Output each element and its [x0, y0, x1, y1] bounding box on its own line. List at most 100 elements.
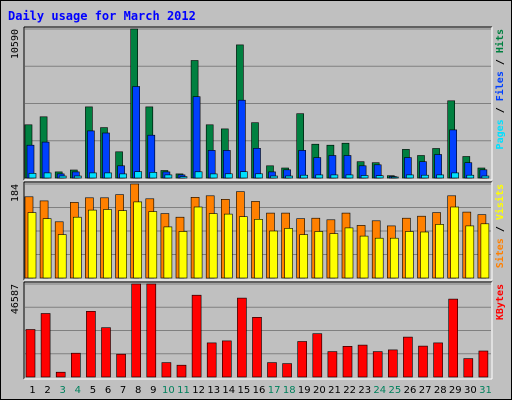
- legend-part: Visits: [494, 184, 506, 220]
- bar-kbytes-21: [327, 351, 338, 378]
- x-tick-label: 27: [419, 385, 432, 396]
- x-tick-label: 5: [90, 385, 96, 396]
- bar-kbytes-26: [403, 336, 413, 378]
- x-tick-label: 21: [328, 385, 341, 396]
- x-tick-label: 16: [253, 385, 266, 396]
- bar-sites-30: [465, 225, 475, 279]
- x-tick-label: 20: [313, 385, 326, 396]
- bar-sites-7: [118, 210, 127, 279]
- bar-pages-6: [104, 172, 112, 179]
- bar-pages-29: [451, 172, 460, 179]
- bar-sites-24: [374, 237, 384, 279]
- bar-pages-5: [89, 172, 97, 179]
- chart-title: Daily usage for March 2012: [8, 9, 196, 23]
- bar-kbytes-19: [297, 341, 308, 378]
- x-tick-label: 8: [135, 385, 141, 396]
- bar-pages-17: [270, 175, 278, 179]
- x-tick-label: 25: [389, 385, 402, 396]
- bar-sites-8: [133, 201, 142, 279]
- bar-pages-10: [164, 174, 173, 179]
- bar-pages-15: [240, 171, 248, 179]
- bar-pages-23: [360, 175, 369, 179]
- bar-pages-3: [58, 175, 67, 179]
- bar-pages-27: [421, 174, 429, 179]
- x-tick-label: 29: [449, 385, 462, 396]
- bar-sites-10: [163, 226, 173, 279]
- bar-kbytes-10: [161, 362, 172, 378]
- bar-pages-20: [315, 174, 324, 179]
- bar-kbytes-23: [357, 344, 368, 378]
- bar-sites-11: [178, 231, 188, 279]
- bar-sites-29: [450, 206, 460, 279]
- bar-pages-8: [134, 171, 142, 179]
- bar-pages-25: [390, 176, 399, 179]
- bar-kbytes-17: [267, 362, 277, 378]
- bar-pages-26: [406, 174, 414, 179]
- x-tick-label: 18: [283, 385, 296, 396]
- bar-pages-1: [28, 173, 37, 179]
- bar-sites-12: [193, 206, 203, 279]
- bar-kbytes-20: [312, 333, 323, 378]
- axis-max-label: 46587: [10, 284, 21, 314]
- bar-kbytes-13: [206, 342, 217, 378]
- bar-pages-12: [194, 171, 203, 179]
- bar-pages-7: [119, 173, 127, 179]
- bar-files-28: [434, 154, 442, 179]
- bar-sites-15: [239, 216, 248, 279]
- legend-part: /: [495, 220, 506, 238]
- bar-pages-31: [481, 175, 490, 179]
- bar-kbytes-2: [40, 313, 51, 378]
- x-tick-label: 4: [75, 385, 81, 396]
- bar-kbytes-1: [25, 329, 36, 378]
- x-tick-label: 26: [404, 385, 417, 396]
- bar-kbytes-12: [191, 294, 202, 378]
- bar-kbytes-6: [101, 327, 111, 378]
- bar-files-9: [147, 134, 156, 179]
- bar-files-15: [238, 99, 246, 179]
- bar-kbytes-14: [222, 340, 232, 378]
- x-tick-label: 1: [29, 385, 35, 396]
- bar-sites-5: [88, 209, 97, 279]
- bar-pages-13: [209, 173, 218, 179]
- legend-part: Files: [494, 71, 506, 101]
- x-tick-label: 10: [162, 385, 175, 396]
- x-tick-label: 11: [177, 385, 190, 396]
- bar-pages-2: [43, 172, 52, 179]
- panels-layer: 10590 Pages / Files / Hits 184 Sites / Visi…: [10, 26, 506, 380]
- panel-visits_sites: 184 Sites / Visits: [10, 181, 506, 281]
- bar-kbytes-7: [116, 353, 126, 378]
- bar-sites-31: [480, 223, 490, 279]
- bar-pages-22: [345, 174, 354, 179]
- legend-part: Pages: [495, 119, 506, 149]
- bar-kbytes-11: [176, 364, 187, 378]
- bar-files-1: [26, 144, 35, 179]
- bar-kbytes-8: [131, 283, 141, 378]
- bar-kbytes-29: [448, 298, 459, 378]
- panel-kbytes: 46587 KBytes: [10, 281, 506, 380]
- bar-pages-9: [149, 172, 158, 179]
- bar-files-12: [192, 96, 201, 179]
- bar-sites-20: [314, 231, 324, 279]
- bar-sites-13: [208, 213, 218, 279]
- legend-part: KBytes: [495, 284, 506, 320]
- x-tick-label: 9: [150, 385, 156, 396]
- x-tick-label: 24: [373, 385, 386, 396]
- bar-sites-6: [103, 209, 112, 279]
- bar-files-19: [298, 150, 307, 179]
- x-tick-labels: 1 2 3 4 5 6 7 8 9 10 11 12 13 14 15 16 17 18 19 20 21 22 23 24 2…: [29, 385, 492, 396]
- bar-files-29: [449, 129, 458, 179]
- x-tick-label: 31: [479, 385, 492, 396]
- bar-sites-25: [389, 237, 399, 279]
- bar-kbytes-25: [387, 349, 398, 378]
- bar-kbytes-22: [342, 345, 353, 378]
- bar-pages-14: [225, 173, 233, 179]
- bar-kbytes-31: [478, 350, 489, 378]
- bar-sites-16: [254, 219, 263, 279]
- bar-kbytes-18: [282, 363, 292, 378]
- bar-pages-18: [285, 175, 293, 179]
- bar-sites-2: [42, 218, 52, 279]
- x-tick-label: 13: [207, 385, 220, 396]
- series-legend-label: KBytes: [495, 284, 506, 320]
- panel-hits_files_pages: 10590 Pages / Files / Hits: [10, 26, 506, 181]
- bar-sites-17: [269, 230, 278, 279]
